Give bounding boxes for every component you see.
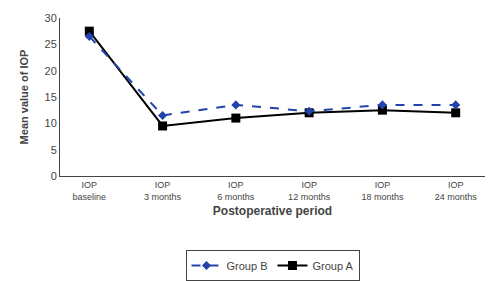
svg-text:IOP18 months: IOP18 months <box>361 180 404 202</box>
svg-text:25: 25 <box>45 38 57 50</box>
svg-text:IOPbaseline: IOPbaseline <box>73 180 107 202</box>
svg-text:IOP6 months: IOP6 months <box>217 180 255 202</box>
svg-text:10: 10 <box>45 117 57 129</box>
svg-text:Group B: Group B <box>227 260 268 272</box>
svg-text:IOP24 months: IOP24 months <box>435 180 478 202</box>
svg-text:Group A: Group A <box>312 260 353 272</box>
svg-text:0: 0 <box>51 170 57 182</box>
svg-text:Postoperative period: Postoperative period <box>213 204 332 218</box>
svg-text:30: 30 <box>45 12 57 24</box>
svg-text:20: 20 <box>45 65 57 77</box>
svg-text:Mean value of IOP: Mean value of IOP <box>18 50 30 145</box>
svg-text:IOP12 months: IOP12 months <box>288 180 331 202</box>
svg-text:15: 15 <box>45 91 57 103</box>
svg-text:IOP3 months: IOP3 months <box>144 180 182 202</box>
svg-text:5: 5 <box>51 144 57 156</box>
